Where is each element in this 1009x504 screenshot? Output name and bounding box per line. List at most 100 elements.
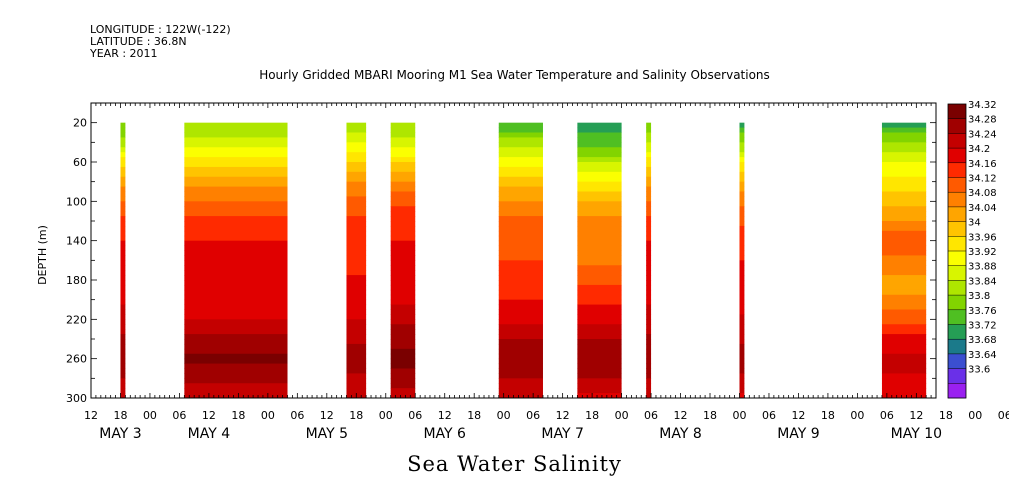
colorbar-label: 34.28 bbox=[968, 115, 997, 126]
salinity-cell bbox=[184, 176, 288, 183]
salinity-cell bbox=[739, 122, 745, 129]
salinity-cell bbox=[646, 299, 652, 306]
salinity-cell bbox=[346, 260, 367, 266]
salinity-cell bbox=[577, 166, 622, 173]
salinity-cell bbox=[881, 353, 927, 360]
salinity-cell bbox=[646, 162, 652, 168]
salinity-cell bbox=[184, 255, 288, 261]
salinity-cell bbox=[390, 304, 416, 310]
salinity-cell bbox=[390, 299, 416, 306]
salinity-cell bbox=[390, 329, 416, 335]
salinity-cell bbox=[120, 162, 126, 168]
salinity-cell bbox=[184, 225, 288, 232]
salinity-cell bbox=[739, 206, 745, 212]
salinity-cell bbox=[346, 166, 367, 173]
salinity-cell bbox=[390, 353, 416, 360]
salinity-cell bbox=[346, 378, 367, 384]
salinity-cell bbox=[120, 348, 126, 355]
salinity-cell bbox=[390, 162, 416, 168]
salinity-cell bbox=[646, 324, 652, 330]
salinity-cell bbox=[346, 289, 367, 296]
y-tick-label: 220 bbox=[66, 313, 87, 326]
salinity-cell bbox=[577, 127, 622, 133]
salinity-cell bbox=[577, 240, 622, 247]
colorbar-label: 34.16 bbox=[968, 159, 997, 170]
salinity-cell bbox=[881, 299, 927, 306]
salinity-cell bbox=[184, 373, 288, 379]
salinity-cell bbox=[498, 206, 543, 212]
data-segment-1 bbox=[184, 122, 288, 399]
salinity-cell bbox=[346, 186, 367, 192]
salinity-cell bbox=[739, 329, 745, 335]
salinity-cell bbox=[881, 186, 927, 192]
salinity-cell bbox=[739, 166, 745, 173]
y-tick-label: 140 bbox=[66, 235, 87, 248]
salinity-cell bbox=[346, 348, 367, 355]
salinity-cell bbox=[881, 358, 927, 365]
salinity-cell bbox=[498, 265, 543, 271]
day-label: MAY 4 bbox=[188, 426, 231, 442]
salinity-cell bbox=[881, 275, 927, 281]
salinity-cell bbox=[120, 186, 126, 192]
salinity-cell bbox=[346, 334, 367, 340]
salinity-cell bbox=[120, 363, 126, 369]
salinity-cell bbox=[184, 284, 288, 291]
salinity-cell bbox=[646, 353, 652, 360]
salinity-cell bbox=[390, 309, 416, 315]
salinity-cell bbox=[739, 171, 745, 178]
salinity-cell bbox=[498, 201, 543, 207]
salinity-cell bbox=[346, 240, 367, 247]
salinity-cell bbox=[498, 176, 543, 183]
salinity-cell bbox=[646, 314, 652, 320]
salinity-cell bbox=[739, 309, 745, 315]
salinity-cell bbox=[346, 363, 367, 369]
colorbar-swatch bbox=[948, 368, 966, 384]
salinity-cell bbox=[346, 304, 367, 310]
salinity-cell bbox=[346, 329, 367, 335]
salinity-cell bbox=[498, 353, 543, 360]
salinity-cell bbox=[346, 211, 367, 217]
salinity-cell bbox=[184, 201, 288, 207]
salinity-cell bbox=[739, 304, 745, 310]
salinity-cell bbox=[881, 368, 927, 374]
salinity-cell bbox=[184, 289, 288, 296]
salinity-cell bbox=[390, 363, 416, 369]
salinity-cell bbox=[577, 334, 622, 340]
salinity-cell bbox=[120, 334, 126, 340]
salinity-cell bbox=[577, 265, 622, 271]
salinity-cell bbox=[184, 314, 288, 320]
colorbar-swatch bbox=[948, 162, 966, 178]
salinity-cell bbox=[346, 225, 367, 232]
salinity-cell bbox=[120, 147, 126, 153]
salinity-cell bbox=[577, 314, 622, 320]
salinity-cell bbox=[577, 294, 622, 301]
salinity-cell bbox=[346, 255, 367, 261]
day-label: MAY 3 bbox=[99, 426, 141, 442]
salinity-cell bbox=[498, 142, 543, 148]
salinity-cell bbox=[739, 284, 745, 291]
salinity-cell bbox=[390, 260, 416, 266]
colorbar-label: 34.24 bbox=[968, 129, 997, 140]
salinity-cell bbox=[577, 235, 622, 242]
salinity-cell bbox=[739, 270, 745, 276]
x-tick-label: 00 bbox=[850, 409, 864, 422]
salinity-cell bbox=[498, 339, 543, 345]
salinity-cell bbox=[646, 348, 652, 355]
day-label: MAY 10 bbox=[891, 426, 942, 442]
salinity-cell bbox=[646, 137, 652, 143]
salinity-cell bbox=[881, 225, 927, 232]
colorbar-swatch bbox=[948, 221, 966, 237]
salinity-cell bbox=[881, 255, 927, 261]
salinity-cell bbox=[646, 211, 652, 217]
salinity-cell bbox=[120, 191, 126, 197]
salinity-cell bbox=[739, 216, 745, 222]
salinity-cell bbox=[120, 206, 126, 212]
salinity-cell bbox=[881, 142, 927, 148]
salinity-cell bbox=[184, 368, 288, 374]
salinity-cell bbox=[498, 255, 543, 261]
salinity-cell bbox=[739, 245, 745, 251]
salinity-cell bbox=[184, 363, 288, 369]
salinity-cell bbox=[646, 122, 652, 129]
salinity-cell bbox=[881, 393, 927, 399]
salinity-cell bbox=[346, 319, 367, 325]
